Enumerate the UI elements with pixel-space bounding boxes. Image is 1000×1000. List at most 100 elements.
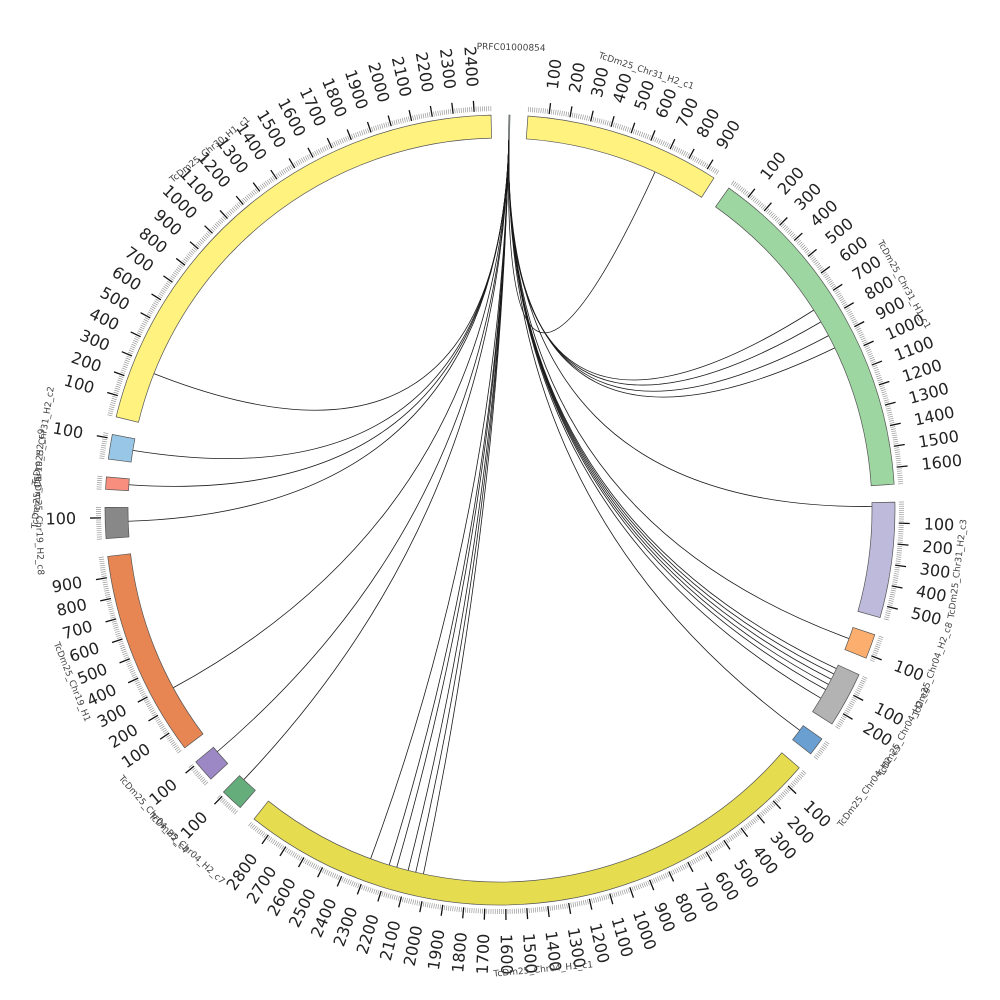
link-6 xyxy=(508,138,850,639)
major-tick xyxy=(740,827,749,838)
segment-label-s11: TcDm25_Chr19_H2_c8 xyxy=(32,474,45,575)
links-layer xyxy=(128,138,872,875)
segments-layer xyxy=(104,114,896,906)
segment-s4 xyxy=(844,627,876,659)
major-tick xyxy=(650,130,656,141)
tick-label: 900 xyxy=(50,573,83,597)
major-tick xyxy=(307,147,314,158)
major-tick xyxy=(219,210,228,219)
tick-label: 1800 xyxy=(448,931,471,973)
major-tick xyxy=(472,100,475,112)
segment-s11 xyxy=(104,506,130,539)
major-tick xyxy=(820,265,831,274)
major-tick xyxy=(889,422,901,427)
link-19 xyxy=(370,138,510,859)
major-tick xyxy=(175,257,186,266)
segment-s12 xyxy=(105,476,130,491)
major-tick xyxy=(213,795,223,805)
major-tick xyxy=(842,713,853,720)
tick-label: 400 xyxy=(914,581,948,605)
major-tick xyxy=(377,890,382,902)
major-tick xyxy=(270,169,278,180)
major-tick xyxy=(130,331,141,338)
major-tick xyxy=(687,861,694,873)
tick-label: 1200 xyxy=(586,921,614,965)
major-tick xyxy=(648,879,655,891)
link-21 xyxy=(216,138,510,753)
major-tick xyxy=(140,312,151,319)
link-0 xyxy=(508,138,656,334)
major-tick xyxy=(189,241,199,250)
minor-ticks-s12 xyxy=(96,475,103,490)
ticks-layer xyxy=(90,100,910,920)
major-tick xyxy=(669,138,676,150)
major-tick xyxy=(887,605,898,610)
link-15 xyxy=(415,138,510,873)
tick-label: 500 xyxy=(909,603,943,629)
major-tick xyxy=(668,871,675,882)
segment-s13 xyxy=(107,433,136,463)
tick-label: 1400 xyxy=(541,930,565,973)
minor-ticks-s10 xyxy=(98,556,182,754)
major-tick xyxy=(159,732,170,740)
major-tick xyxy=(398,896,403,908)
segment-s9 xyxy=(195,746,229,780)
link-26 xyxy=(153,138,510,411)
major-tick xyxy=(462,907,465,919)
major-tick xyxy=(111,638,123,644)
major-tick xyxy=(893,443,905,447)
tick-label: 100 xyxy=(45,509,76,529)
major-tick xyxy=(261,834,269,845)
major-tick xyxy=(779,217,788,226)
major-tick xyxy=(387,115,392,127)
major-tick xyxy=(878,380,890,386)
link-20 xyxy=(243,138,510,780)
major-tick xyxy=(629,887,635,898)
major-tick xyxy=(429,105,433,117)
segment-s0 xyxy=(508,114,511,139)
major-tick xyxy=(871,655,882,661)
segment-s6 xyxy=(792,725,823,755)
major-tick xyxy=(163,275,173,283)
tick-label: 1700 xyxy=(473,933,494,974)
tick-label: 100 xyxy=(62,371,97,398)
minor-ticks-s11 xyxy=(95,506,103,540)
major-tick xyxy=(151,293,162,301)
tick-label: 1500 xyxy=(917,426,960,451)
tick-label: 1900 xyxy=(424,928,449,971)
major-tick xyxy=(588,898,593,910)
tick-label: 300 xyxy=(919,559,952,582)
tick-label: 2300 xyxy=(436,47,460,90)
major-tick xyxy=(747,188,756,198)
tick-label: 100 xyxy=(543,58,566,91)
major-tick xyxy=(451,102,454,114)
major-tick xyxy=(127,677,139,684)
tick-label: 2400 xyxy=(460,46,482,88)
major-tick xyxy=(807,248,817,257)
major-tick xyxy=(843,302,855,309)
major-tick xyxy=(723,839,731,850)
major-tick xyxy=(548,103,552,115)
segment-label-s6: TcDm25_Chr04_H2_c5 xyxy=(836,744,904,831)
tick-label: 100 xyxy=(923,514,954,534)
major-tick xyxy=(688,148,695,159)
major-tick xyxy=(772,800,782,810)
major-tick xyxy=(96,435,108,439)
major-tick xyxy=(569,106,573,118)
major-tick xyxy=(756,814,766,824)
major-tick xyxy=(113,371,125,377)
link-5 xyxy=(508,138,872,507)
major-tick xyxy=(793,232,803,241)
major-tick xyxy=(185,765,195,774)
tick-label: 200 xyxy=(922,537,954,559)
major-tick xyxy=(763,202,772,212)
major-tick xyxy=(105,618,117,623)
tick-label: 1600 xyxy=(497,934,517,975)
major-tick xyxy=(891,585,903,589)
major-tick xyxy=(440,904,444,916)
tick-label: 1400 xyxy=(912,402,956,429)
major-tick xyxy=(297,857,305,868)
major-tick xyxy=(148,714,159,722)
major-tick xyxy=(832,283,843,291)
link-16 xyxy=(407,138,510,871)
